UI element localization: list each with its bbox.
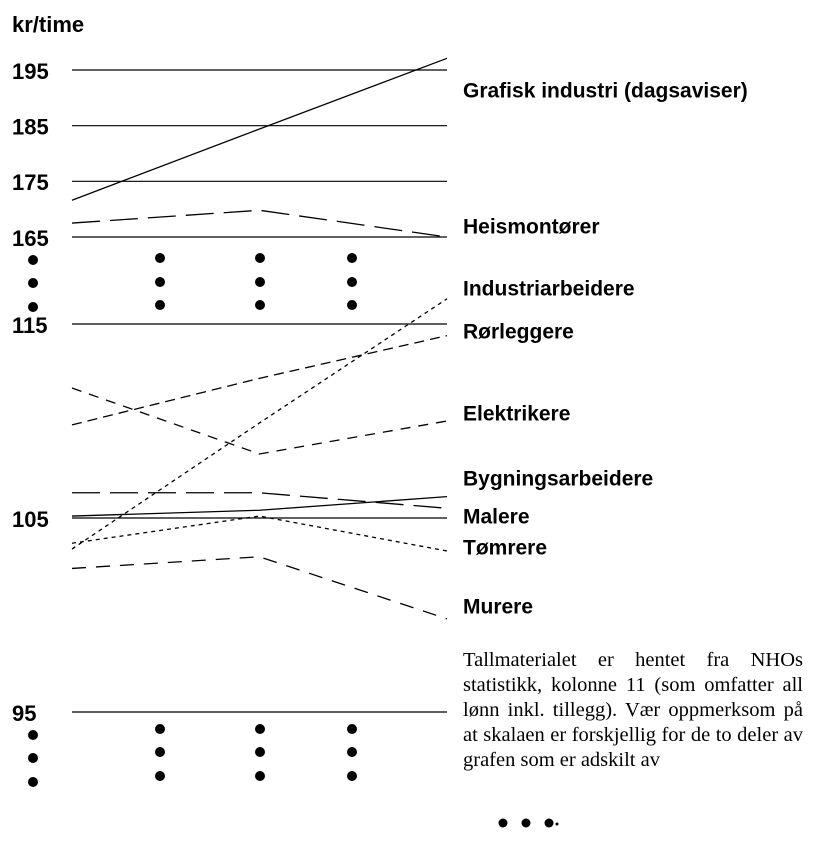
y-tick-label: 105 xyxy=(12,507,49,532)
y-tick-label: 195 xyxy=(12,59,49,84)
y-tick-label: 165 xyxy=(12,226,49,251)
axis-break-dots xyxy=(28,253,559,828)
series-line xyxy=(71,57,448,201)
y-axis-label: kr/time xyxy=(12,12,84,37)
series-line xyxy=(71,496,448,517)
y-tick-label: 185 xyxy=(12,114,49,139)
series-line xyxy=(72,492,448,509)
y-tick-label: 95 xyxy=(12,701,36,726)
chart-title: 1989 - 1991 xyxy=(307,0,553,8)
y-tick-label: 175 xyxy=(12,170,49,195)
series-line xyxy=(71,515,448,552)
series-label: Tømrere xyxy=(463,537,547,560)
series-line xyxy=(71,556,448,620)
series-line xyxy=(71,298,448,550)
series-label: Bygningsarbeidere xyxy=(463,468,653,491)
series-label: Murere xyxy=(463,596,533,619)
y-tick-label: 115 xyxy=(12,313,48,338)
series-label: Industriarbeidere xyxy=(463,278,635,301)
series-label: Elektrikere xyxy=(463,403,570,426)
series-line xyxy=(71,387,448,455)
series-line xyxy=(71,335,448,426)
series-label: Heismontører xyxy=(463,216,600,239)
note: Tallmaterialet er hentet fra NHOs statis… xyxy=(463,649,803,771)
series-label: Rørleggere xyxy=(463,321,574,344)
series-line xyxy=(71,209,448,238)
series-label: Grafisk industri (dagsaviser) xyxy=(463,80,748,103)
series-label: Malere xyxy=(463,506,530,529)
